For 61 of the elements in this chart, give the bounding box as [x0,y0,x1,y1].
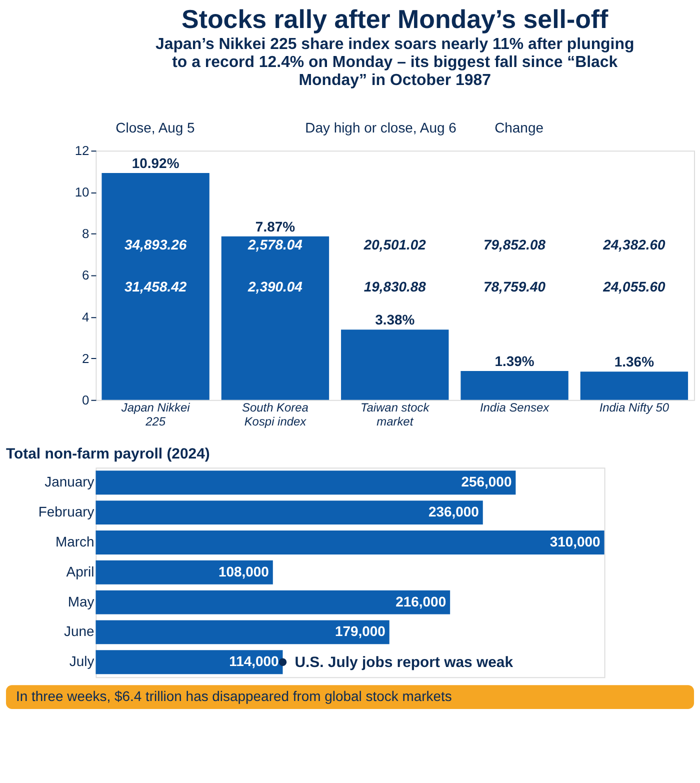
annotation: 24,382.60 [602,236,666,252]
bar [102,173,210,400]
annotation: 2,578.04 [247,236,303,252]
data-label: 179,000 [334,623,386,640]
y-tick-label: July [69,653,94,670]
x-tick-label: India Sensex [480,400,550,414]
x-tick-label: South Korea Kospi index [242,400,309,428]
annotation: U.S. July jobs report was weak [294,654,514,672]
data-label: 3.38% [375,312,416,328]
data-label: 114,000 [229,653,279,670]
chart-subtitle: Japan’s Nikkei 225 share index soars nearly 11% after plunging to a record 12.4% on Monday – its biggest fall since “Black Monday” in October 1987 [156,36,634,89]
data-label: 108,000 [218,563,270,580]
y-tick-label: January [44,474,94,490]
bar [96,470,516,495]
bar [96,620,390,644]
data-label: 236,000 [428,504,480,520]
data-label: 256,000 [461,474,512,490]
annotation: 31,458.42 [124,278,187,295]
y-tick-label: April [66,563,94,580]
annotation: 78,759.40 [483,278,546,295]
chart-title: Stocks rally after Monday’s sell-off [182,6,609,34]
text: Close, Aug 5 [116,120,196,136]
bar [96,500,483,525]
y-tick-label: February [38,504,94,520]
x-tick-label: India Nifty 50 [599,400,670,414]
y-tick-label: 10 [74,184,90,200]
y-tick-label: 0 [82,392,90,408]
text: In three weeks, $6.4 trillion has disappeared from global stock markets [16,688,452,704]
data-label: 1.36% [614,354,655,370]
annotation: 19,830.88 [364,278,426,295]
text: Day high or close, Aug 6 [305,120,457,136]
x-tick-label: Japan Nikkei 225 [120,400,190,428]
y-tick-label: 6 [82,268,90,283]
text: Change [494,120,544,136]
bar [96,530,604,554]
bar [341,330,449,400]
data-label: 1.39% [494,353,535,370]
annotation: 2,390.04 [247,278,303,295]
annotation: 20,501.02 [362,236,426,252]
data-label: 216,000 [396,593,446,610]
bar [580,372,688,400]
x-tick-label: Taiwan stock market [360,400,430,428]
annotation: 24,055.60 [602,278,666,295]
data-label: 10.92% [132,155,180,172]
y-tick-label: 4 [82,309,90,324]
bar [221,236,330,400]
y-tick-label: March [55,533,94,550]
y-tick-label: 2 [82,350,90,366]
bar [96,560,273,584]
annotation: 79,852.08 [483,236,546,252]
bar [96,590,450,614]
y-tick-label: June [64,623,94,640]
bar [96,650,283,674]
y-tick-label: May [68,593,94,610]
bar [460,371,568,400]
data-label: 310,000 [550,533,601,550]
annotation: 34,893.26 [124,236,187,252]
chart-title: Total non-farm payroll (2024) [6,446,210,463]
y-tick-label: 8 [82,226,90,242]
data-label: 7.87% [255,218,296,234]
y-tick-label: 12 [74,143,90,158]
